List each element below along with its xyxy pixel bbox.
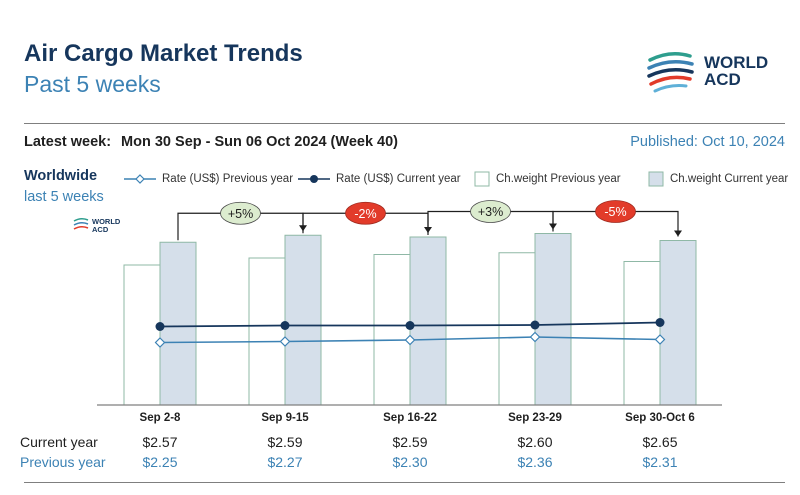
rate-cur-point-4 <box>530 320 540 330</box>
bar-chweight-cur-5 <box>659 240 697 406</box>
previous-value-4: $2.36 <box>517 454 553 470</box>
change-label-1: +5% <box>228 207 253 221</box>
change-badge-1 <box>220 201 261 225</box>
top-divider <box>24 123 785 124</box>
logo-text-acd: ACD <box>704 70 741 89</box>
logo-swoosh-icon <box>647 52 694 93</box>
rate-prev-line <box>159 336 661 344</box>
bar-chweight-prev-3 <box>373 254 411 406</box>
x-tick-label-2: Sep 9-15 <box>261 412 309 424</box>
bar-chweight-prev-2 <box>248 257 286 406</box>
change-badge-4 <box>595 200 636 223</box>
mini-logo-acd: ACD <box>92 225 109 234</box>
mini-logo-world: WORLD <box>92 217 121 226</box>
change-label-3: +3% <box>478 205 503 219</box>
current-value-1: $2.57 <box>142 434 178 450</box>
rate-cur-point-2 <box>280 321 290 330</box>
legend: Rate (US$) Previous year Rate (US$) Curr… <box>122 170 792 190</box>
change-arrowhead-3 <box>549 223 557 230</box>
bar-chweight-prev-5 <box>623 261 661 406</box>
change-arrowhead-4 <box>674 230 682 237</box>
bar-chweight-prev-4 <box>498 252 536 406</box>
previous-value-2: $2.27 <box>267 454 303 470</box>
change-arrowhead-1 <box>299 225 307 232</box>
logo-text-world: WORLD <box>704 53 769 72</box>
bar-chweight-cur-1 <box>159 241 197 406</box>
previous-year-label: Previous year <box>20 454 106 470</box>
rate-prev-point-3 <box>404 334 416 346</box>
legend-rate-prev: Rate (US$) Previous year <box>162 173 294 185</box>
legend-rate-cur: Rate (US$) Current year <box>336 173 461 185</box>
bar-chweight-cur-4 <box>534 233 572 406</box>
change-arrow-4 <box>552 210 679 237</box>
latest-week-label: Latest week: <box>24 134 112 150</box>
current-value-3: $2.59 <box>392 434 428 450</box>
bottom-divider <box>24 482 785 483</box>
rate-cur-point-5 <box>655 318 665 327</box>
change-arrow-3 <box>427 210 554 235</box>
page-title: Air Cargo Market Trends <box>24 40 303 67</box>
latest-week-value: Mon 30 Sep - Sun 06 Oct 2024 (Week 40) <box>121 134 398 150</box>
mini-logo: WORLD ACD <box>73 216 133 236</box>
rate-cur-point-1 <box>155 322 165 331</box>
change-badge-3 <box>470 200 511 223</box>
legend-cw-prev-icon <box>474 171 490 187</box>
bar-chweight-prev-1 <box>123 264 161 406</box>
legend-cw-prev: Ch.weight Previous year <box>496 173 621 185</box>
x-tick-label-3: Sep 16-22 <box>383 412 437 424</box>
latest-week: Latest week: Mon 30 Sep - Sun 06 Oct 2024… <box>24 134 398 150</box>
rate-prev-point-4 <box>529 331 541 343</box>
change-badge-2 <box>345 201 386 225</box>
rate-prev-point-1 <box>154 337 166 348</box>
x-tick-label-1: Sep 2-8 <box>140 412 182 424</box>
previous-value-5: $2.31 <box>642 454 678 470</box>
change-arrow-2 <box>302 212 429 234</box>
published-date: Published: Oct 10, 2024 <box>630 134 785 150</box>
x-tick-label-5: Sep 30-Oct 6 <box>625 412 695 424</box>
mini-logo-swoosh-icon <box>73 217 89 230</box>
current-year-label: Current year <box>20 434 98 450</box>
bar-chweight-cur-3 <box>409 236 447 406</box>
region-label: Worldwide <box>24 168 98 184</box>
current-value-2: $2.59 <box>267 434 303 450</box>
legend-rate-cur-icon <box>298 175 330 183</box>
rate-prev-point-5 <box>654 334 666 345</box>
page-subtitle: Past 5 weeks <box>24 71 161 97</box>
change-label-4: -5% <box>604 205 626 219</box>
bar-chweight-cur-2 <box>284 234 322 406</box>
rate-prev-point-2 <box>279 336 291 347</box>
rate-cur-point-3 <box>405 321 415 330</box>
world-acd-logo: WORLD ACD <box>646 46 786 96</box>
x-tick-label-4: Sep 23-29 <box>508 412 562 424</box>
legend-cw-cur: Ch.weight Current year <box>670 173 789 185</box>
legend-cw-cur-icon <box>648 171 664 187</box>
change-arrow-1 <box>177 212 304 241</box>
previous-value-3: $2.30 <box>392 454 428 470</box>
change-label-2: -2% <box>354 207 376 221</box>
rate-cur-line <box>159 321 661 328</box>
legend-rate-prev-icon <box>124 174 156 184</box>
previous-value-1: $2.25 <box>142 454 178 470</box>
period-label: last 5 weeks <box>24 189 104 205</box>
current-value-4: $2.60 <box>517 434 553 450</box>
current-value-5: $2.65 <box>642 434 678 450</box>
change-arrowhead-2 <box>424 227 432 233</box>
